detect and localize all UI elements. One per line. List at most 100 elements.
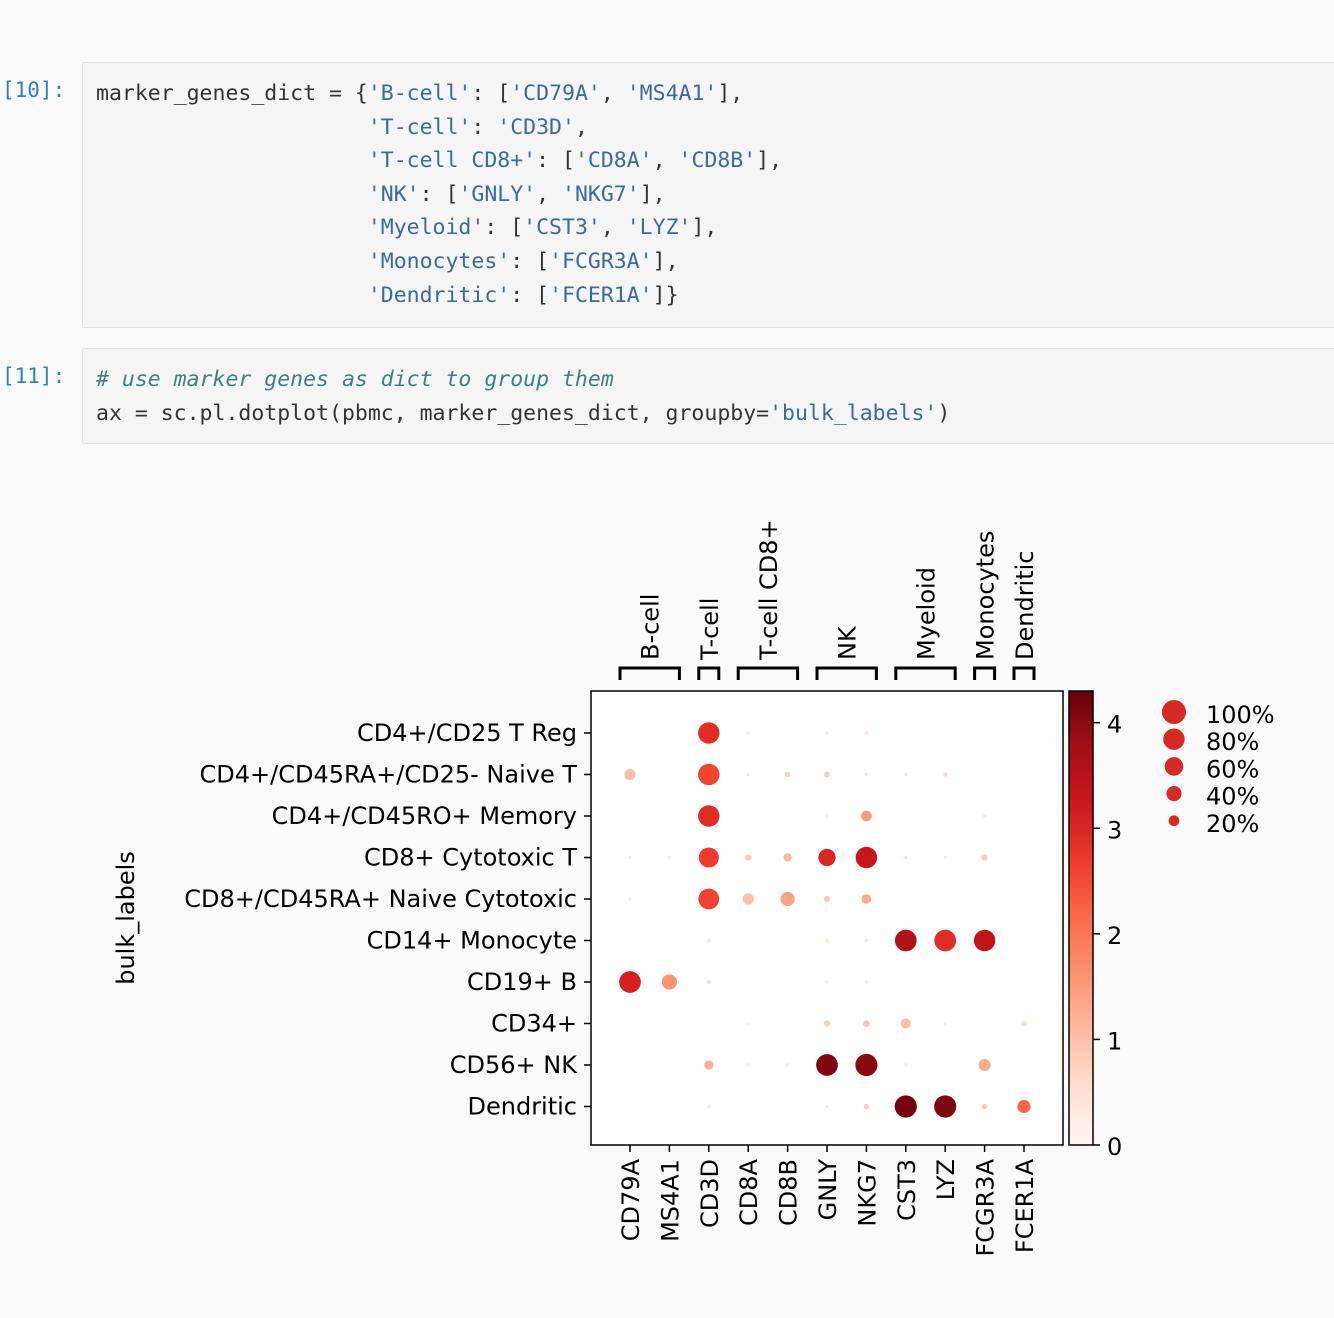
code-line: 'T-cell CD8+': ['CD8A', 'CD8B'], — [96, 144, 782, 178]
dot-mark — [981, 854, 988, 861]
code-string: 'FCGR3A' — [549, 248, 653, 274]
dot-mark — [824, 938, 830, 943]
dot-mark — [864, 730, 869, 736]
code-text — [96, 283, 368, 308]
y-tick-label: CD8+ Cytotoxic T — [364, 844, 577, 872]
dot-mark — [861, 810, 872, 822]
size-legend-dot — [1166, 786, 1182, 802]
size-legend-dot — [1164, 757, 1184, 776]
group-bracket — [697, 666, 721, 680]
dot-mark — [780, 891, 795, 907]
dot-mark — [864, 938, 869, 943]
group-label: T-cell — [696, 598, 724, 661]
code-text: : [ — [484, 215, 524, 241]
code-input-box[interactable]: # use marker genes as dict to group them… — [82, 348, 1334, 444]
dot-mark — [619, 971, 641, 993]
code-string: 'bulk_labels' — [769, 400, 938, 426]
code-line: # use marker genes as dict to group them — [96, 363, 950, 397]
x-tick-label: CD8A — [735, 1158, 763, 1226]
dot-mark — [825, 814, 829, 818]
dot-mark — [855, 846, 878, 869]
y-tick-label: CD4+/CD45RO+ Memory — [272, 802, 577, 830]
code-text: ]} — [652, 282, 679, 308]
dot-mark — [1017, 1099, 1031, 1114]
dot-mark — [823, 1020, 831, 1027]
dot-mark — [667, 855, 672, 860]
dot-mark — [784, 771, 791, 778]
dot-mark — [894, 1095, 917, 1118]
y-tick-label: CD14+ Monocyte — [367, 927, 577, 955]
dot-mark — [704, 1060, 714, 1070]
dot-mark — [864, 772, 869, 777]
code-string: 'LYZ' — [626, 215, 692, 241]
y-tick-label: CD4+/CD45RA+/CD25- Naive T — [200, 761, 578, 789]
code-text: , — [536, 181, 563, 207]
dot-mark — [904, 855, 908, 860]
code-string: 'T-cell' — [367, 114, 472, 140]
dot-mark — [746, 1063, 750, 1067]
code-string: 'CD79A' — [510, 81, 601, 106]
dot-mark — [628, 855, 632, 860]
x-tick-label: CD3D — [696, 1159, 724, 1228]
dot-mark — [624, 768, 636, 781]
code-string: 'B-cell' — [367, 81, 472, 106]
code-comment: # use marker genes as dict to group them — [96, 367, 614, 392]
dot-mark — [698, 722, 720, 744]
code-text: , — [600, 215, 627, 241]
x-tick-label: CD79A — [617, 1158, 645, 1241]
code-text: : [ — [510, 282, 550, 308]
code-text: , — [652, 148, 679, 174]
code-text: marker_genes_dict = { — [96, 81, 368, 106]
dot-mark — [628, 897, 632, 901]
code-line: ax = sc.pl.dotplot(pbmc, marker_genes_di… — [96, 397, 950, 431]
code-string: 'MS4A1' — [626, 81, 718, 106]
cell-prompt: [11]: — [2, 364, 66, 388]
dot-mark — [825, 731, 829, 735]
notebook-cell-11[interactable]: [11]: # use marker genes as dict to grou… — [0, 348, 1334, 444]
code-text: : [ — [471, 81, 511, 106]
code-string: 'FCER1A' — [549, 282, 653, 308]
size-legend-dot — [1162, 700, 1186, 724]
group-bracket — [894, 666, 957, 680]
dot-mark — [863, 1103, 870, 1110]
code-string: 'GNLY' — [458, 181, 537, 207]
y-tick-label: CD19+ B — [467, 968, 577, 996]
size-legend-label: 20% — [1206, 810, 1259, 838]
notebook-cell-10[interactable]: [10]: marker_genes_dict = {'B-cell': ['C… — [0, 62, 1334, 328]
group-label: Dendritic — [1011, 551, 1039, 661]
dot-mark — [785, 1063, 790, 1067]
y-axis-label: bulk_labels — [112, 851, 140, 985]
cell-prompt: [10]: — [2, 78, 66, 102]
code-text: ], — [639, 181, 666, 207]
code-text: ], — [691, 215, 718, 241]
size-legend-label: 60% — [1206, 755, 1259, 783]
code-line: 'Dendritic': ['FCER1A']} — [96, 279, 782, 313]
code-input-box[interactable]: marker_genes_dict = {'B-cell': ['CD79A',… — [82, 62, 1334, 328]
y-tick-label: CD56+ NK — [450, 1051, 578, 1079]
code-string: 'Monocytes' — [367, 248, 511, 274]
dot-mark — [707, 1104, 711, 1109]
code-editor[interactable]: # use marker genes as dict to group them… — [96, 363, 950, 430]
code-line: 'Monocytes': ['FCGR3A'], — [96, 245, 782, 279]
x-tick-label: NKG7 — [853, 1159, 881, 1227]
dot-mark — [746, 772, 750, 777]
dot-mark — [942, 772, 948, 777]
dot-mark — [904, 772, 908, 777]
x-tick-label: CST3 — [893, 1159, 921, 1221]
code-line: marker_genes_dict = {'B-cell': ['CD79A',… — [96, 77, 782, 111]
code-editor[interactable]: marker_genes_dict = {'B-cell': ['CD79A',… — [96, 77, 782, 312]
code-text: ], — [717, 81, 744, 106]
colorbar-tick-label: 0 — [1107, 1133, 1122, 1161]
dot-mark — [855, 1053, 878, 1077]
group-bracket — [815, 666, 878, 680]
code-text: , — [574, 114, 588, 140]
dot-mark — [982, 814, 987, 818]
code-line: 'T-cell': 'CD3D', — [96, 111, 782, 145]
code-text — [96, 115, 368, 140]
x-tick-label: GNLY — [814, 1159, 842, 1221]
x-tick-label: LYZ — [932, 1159, 960, 1200]
group-label: T-cell CD8+ — [755, 519, 783, 661]
dot-mark — [943, 855, 947, 860]
dot-mark — [825, 1104, 829, 1109]
dot-mark — [698, 888, 720, 910]
